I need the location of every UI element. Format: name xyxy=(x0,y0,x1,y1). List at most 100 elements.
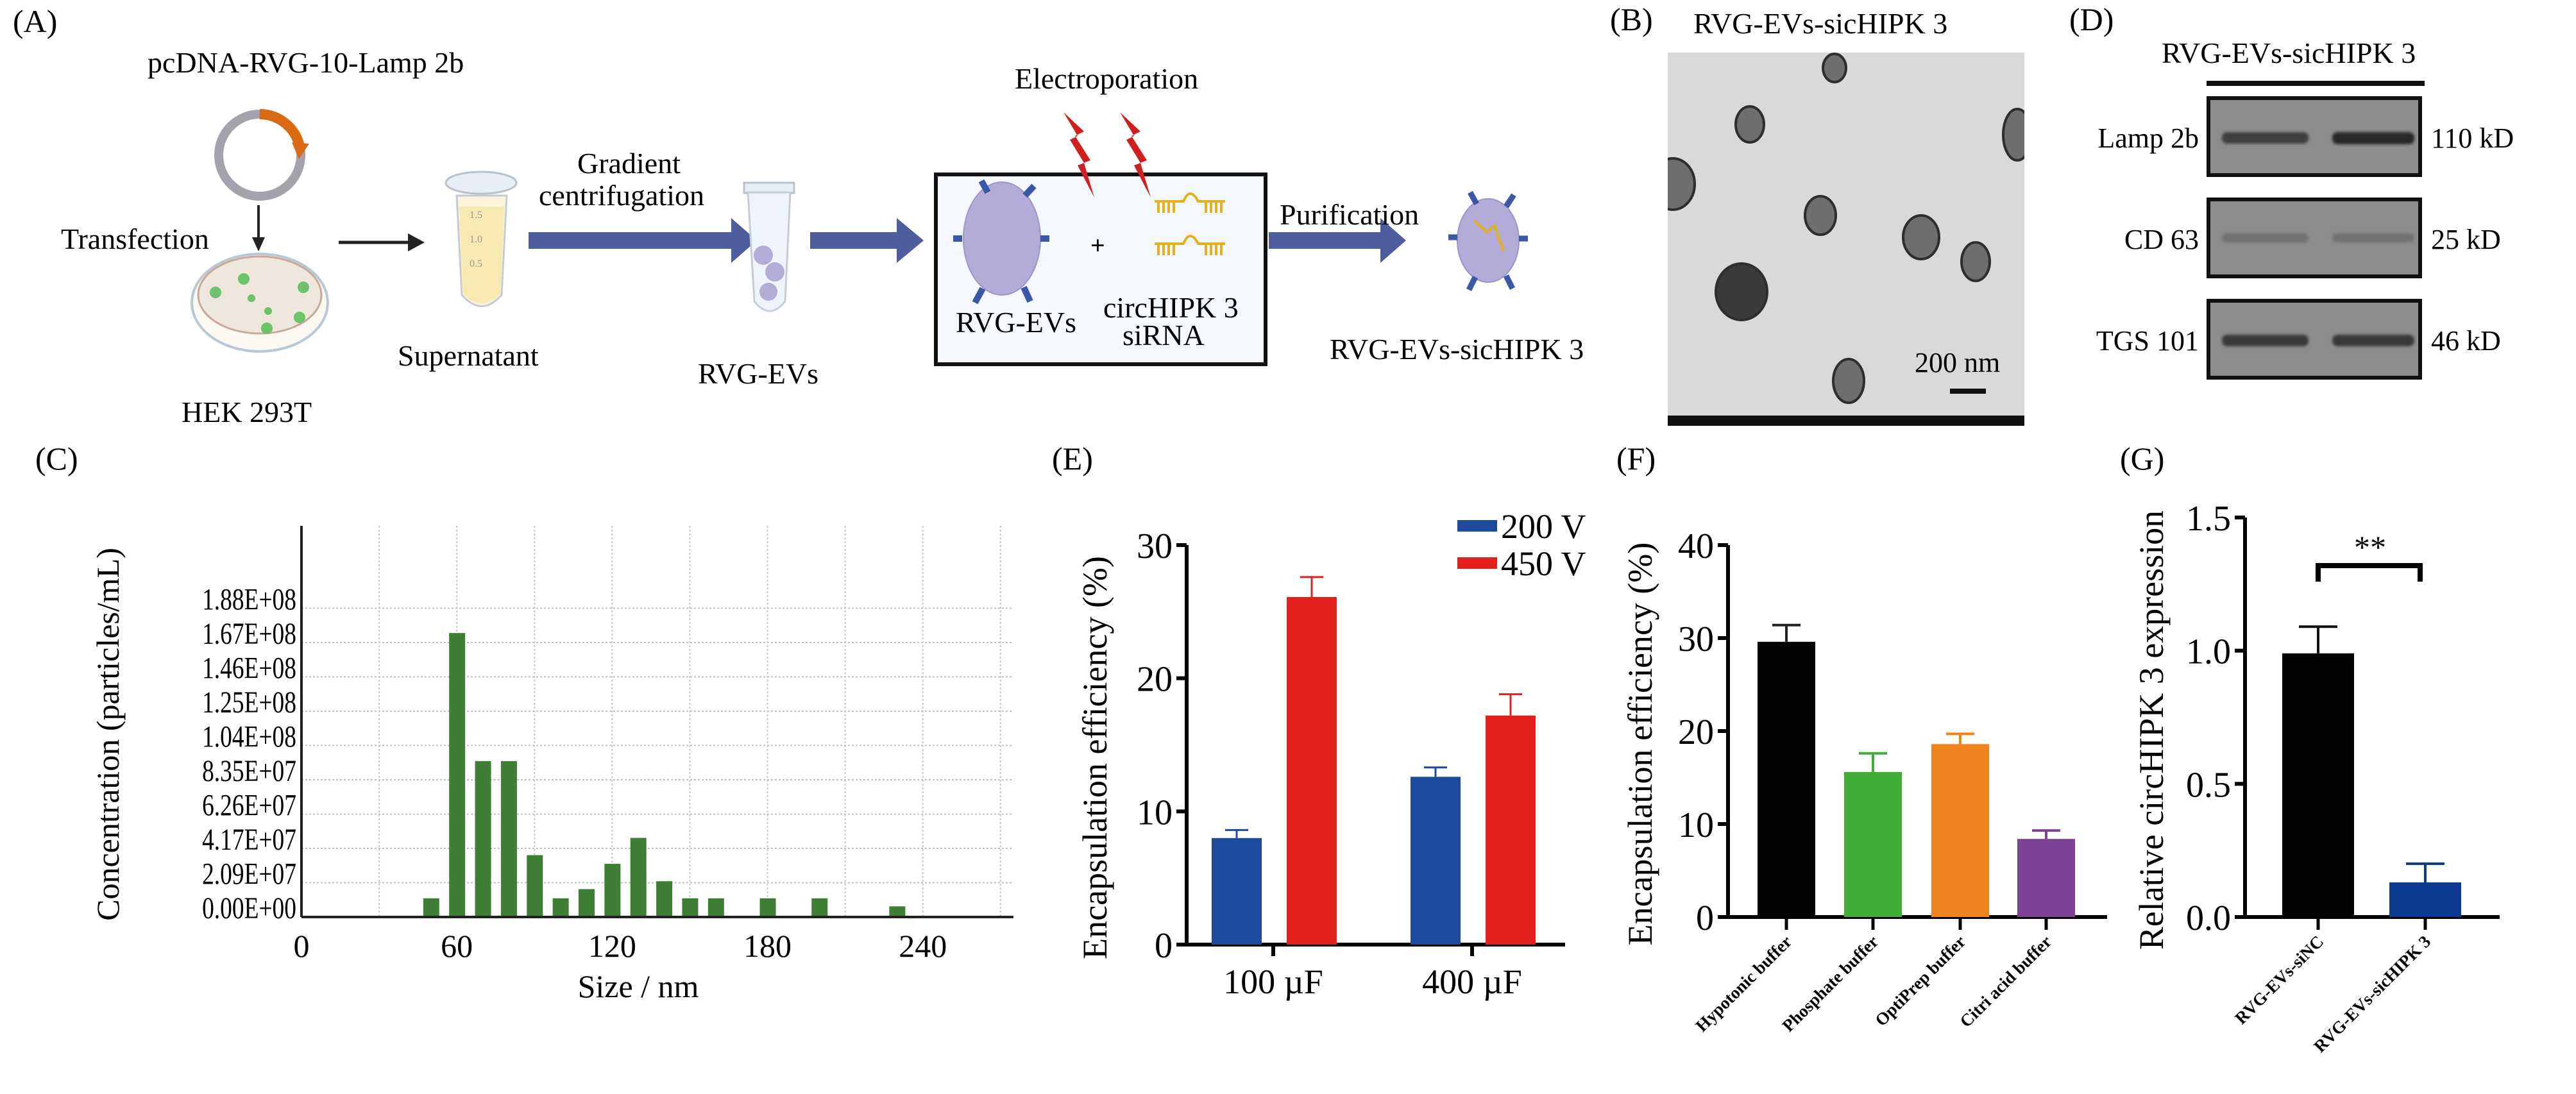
y-axis-title: Encapsulation efficiency (%) xyxy=(1621,543,1659,946)
panel-f-label: (F) xyxy=(1616,441,1656,476)
bar xyxy=(1758,641,1815,917)
significance-bracket xyxy=(2316,563,2423,582)
bar xyxy=(1287,596,1337,945)
purification-label: Purification xyxy=(1280,198,1419,231)
box-evs-label: RVG-EVs xyxy=(956,306,1076,339)
panel-g-label: (G) xyxy=(2120,441,2165,476)
blot-band xyxy=(2332,335,2414,346)
blot-band xyxy=(2332,233,2414,242)
y-tick-label: 30 xyxy=(1678,619,1714,659)
schematic-a: 1.5 1.0 0.5 xyxy=(191,109,1528,366)
blot-strip xyxy=(2207,299,2422,380)
cell-line-label: HEK 293T xyxy=(182,396,312,428)
y-tick-label: 10 xyxy=(1678,805,1714,845)
blot-lane-bar xyxy=(2207,81,2425,86)
purification-arrow-icon xyxy=(1269,218,1406,263)
y-tick-label: 4.17E+07 xyxy=(202,823,296,857)
supernatant-tube-icon: 1.5 1.0 0.5 xyxy=(445,171,518,307)
histogram-bar xyxy=(449,633,466,917)
y-tick-label: 40 xyxy=(1678,526,1714,566)
blot-size-label: 46 kD xyxy=(2431,325,2501,357)
supernatant-label: Supernatant xyxy=(398,339,539,372)
plasmid-icon xyxy=(214,109,309,201)
blot-band xyxy=(2332,132,2414,145)
x-tick-label: 120 xyxy=(588,928,636,964)
x-tick-label: Phosphate buffer xyxy=(1778,932,1882,1036)
y-tick-label: 1.04E+08 xyxy=(202,720,296,753)
petri-dish-icon xyxy=(191,253,329,353)
y-tick-label: 20 xyxy=(1678,712,1714,752)
blot-size-label: 110 kD xyxy=(2431,122,2514,154)
histogram-bar xyxy=(552,898,569,917)
y-tick-label: 0.00E+00 xyxy=(202,892,296,925)
bar xyxy=(1486,715,1536,945)
product-label: RVG-EVs-sicHIPK 3 xyxy=(1330,333,1584,366)
blot-size-label: 25 kD xyxy=(2431,224,2501,255)
x-tick-label: Citri acid buffer xyxy=(1956,932,2055,1031)
y-tick-label: 1.0 xyxy=(2186,632,2231,672)
legend-swatch xyxy=(1457,557,1497,569)
plasmid-label: pcDNA-RVG-10-Lamp 2b xyxy=(148,46,464,79)
process-arrow-icon xyxy=(810,218,924,263)
y-tick-label: 0 xyxy=(1696,898,1714,938)
transfection-arrow-icon xyxy=(252,205,265,251)
x-axis-title: Size / nm xyxy=(578,968,699,1004)
bar xyxy=(1212,837,1262,945)
y-tick-label: 20 xyxy=(1137,660,1173,700)
bar xyxy=(2282,653,2354,917)
panel-e-label: (E) xyxy=(1052,441,1093,476)
y-tick-label: 1.67E+08 xyxy=(202,618,296,651)
y-tick-label: 0 xyxy=(1155,926,1173,966)
bar xyxy=(1844,771,1902,917)
extracellular-vesicle-icon xyxy=(953,179,1049,305)
centrifugation-label: centrifugation xyxy=(539,179,705,212)
histogram-bar xyxy=(630,837,647,917)
x-tick-label: OptiPrep buffer xyxy=(1871,932,1969,1030)
y-tick-label: 0.5 xyxy=(2186,765,2231,805)
transfection-label: Transfection xyxy=(61,223,209,255)
y-tick-label: 0.0 xyxy=(2186,898,2231,938)
blot-title: RVG-EVs-sicHIPK 3 xyxy=(2162,37,2416,69)
lightning-bolt-icon xyxy=(1063,112,1151,198)
x-tick-label: RVG-EVs-sicHIPK 3 xyxy=(2310,932,2434,1056)
loaded-vesicle-icon xyxy=(1448,190,1528,292)
panel-b-label: (B) xyxy=(1610,1,1653,37)
rvg-evs-label: RVG-EVs xyxy=(698,357,818,390)
y-tick-label: 1.46E+08 xyxy=(202,652,296,685)
blot-strip xyxy=(2207,198,2422,278)
panel-c-label: (C) xyxy=(35,441,78,476)
panel-a-label: (A) xyxy=(13,3,58,39)
sirna-icon xyxy=(1155,192,1225,255)
sirna-label-1: circHIPK 3 xyxy=(1103,291,1239,324)
sirna-label-2: siRNA xyxy=(1123,319,1205,351)
blot-band xyxy=(2222,233,2309,242)
gradient-label: Gradient xyxy=(577,147,681,180)
tem-title: RVG-EVs-sicHIPK 3 xyxy=(1693,7,1948,40)
ev-tube-icon xyxy=(743,181,795,312)
histogram-bar xyxy=(579,889,595,917)
y-tick-label: 6.26E+07 xyxy=(202,789,296,822)
tube-mark: 1.0 xyxy=(470,234,482,245)
x-tick-label: 100 µF xyxy=(1223,963,1323,1001)
histogram-bar xyxy=(889,906,906,917)
histogram-bar xyxy=(475,761,491,917)
histogram-bar xyxy=(500,761,517,917)
histogram-bar xyxy=(759,898,776,917)
x-tick-label: RVG-EVs-siNC xyxy=(2231,932,2327,1028)
x-tick-label: 60 xyxy=(441,928,473,964)
tube-mark: 0.5 xyxy=(470,258,482,269)
bar xyxy=(2017,839,2075,917)
legend-label: 200 V xyxy=(1501,507,1586,546)
x-tick-label: 180 xyxy=(743,928,792,964)
x-tick-label: 400 µF xyxy=(1422,963,1522,1001)
blot-strip xyxy=(2207,96,2422,177)
legend-label: 450 V xyxy=(1501,544,1586,583)
electroporation-label: Electroporation xyxy=(1015,62,1199,95)
scale-bar-label: 200 nm xyxy=(1915,347,2001,378)
significance-label: ** xyxy=(2354,529,2386,565)
tube-mark: 1.5 xyxy=(470,210,482,221)
bar xyxy=(1411,777,1461,945)
blot-protein-label: Lamp 2b xyxy=(2097,122,2199,154)
histogram-bar xyxy=(423,898,439,917)
